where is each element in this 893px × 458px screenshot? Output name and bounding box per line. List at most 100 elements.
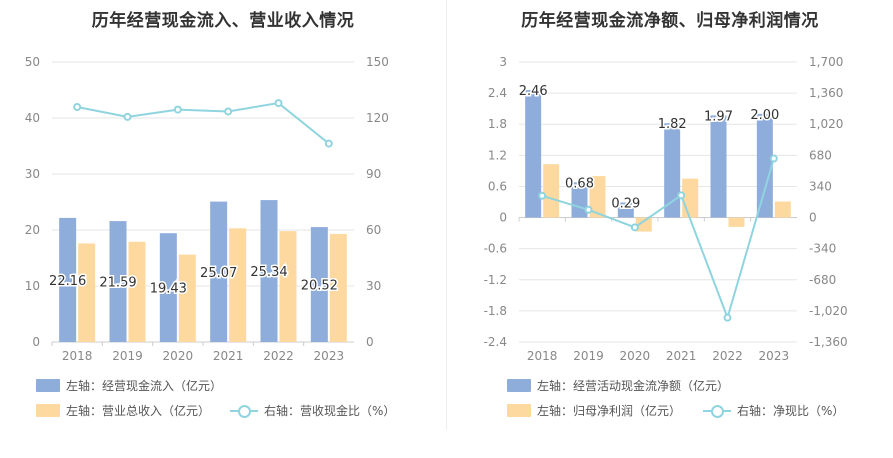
- bar-data-label: 19.43: [150, 282, 187, 297]
- legend-swatch: [36, 379, 60, 392]
- legend-item-net-cashflow[interactable]: 左轴：经营活动现金流净额（亿元）: [507, 377, 729, 394]
- line-point: [73, 102, 82, 111]
- category-label: 2020: [620, 349, 651, 363]
- left-axis-tick-label: 1.2: [488, 148, 507, 162]
- legend-label: 左轴：经营活动现金流净额（亿元）: [537, 379, 730, 393]
- legend-item-ratio[interactable]: 右轴：净现比（%）: [703, 402, 844, 419]
- bar-secondary: [589, 176, 606, 218]
- legend-label: 右轴：营收现金比（%）: [264, 404, 396, 418]
- left-axis-tick-label: 1.8: [488, 117, 507, 131]
- left-axis-tick-label: -0.6: [484, 242, 507, 256]
- legend-label: 右轴：净现比（%）: [737, 404, 845, 418]
- right-axis-tick-label: -1,360: [809, 335, 848, 349]
- chart-panel-netcash-profit: 历年经营现金流净额、归母净利润情况 -2.4 -1.8 -1.2 -0.6 0 0.6 1.…: [447, 0, 893, 458]
- right-axis-tick-label: 150: [366, 55, 389, 69]
- right-axis-tick-label: 680: [809, 148, 832, 162]
- right-axis-tick-label: -680: [809, 273, 836, 287]
- bar-primary: [260, 200, 278, 342]
- left-axis-tick-label: 50: [25, 55, 40, 69]
- bar-primary: [109, 221, 127, 342]
- category-label: 2021: [666, 349, 697, 363]
- bar-secondary: [128, 241, 146, 342]
- bar-secondary: [635, 217, 652, 232]
- line-point: [630, 223, 639, 232]
- legend-item-ratio[interactable]: 右轴：营收现金比（%）: [230, 402, 395, 419]
- category-label: 2018: [62, 349, 93, 363]
- legend-line-icon: [703, 404, 731, 418]
- left-axis-tick-label: -2.4: [484, 335, 507, 349]
- right-axis-tick-label: 30: [366, 279, 381, 293]
- legend-swatch: [507, 404, 531, 417]
- line-point: [173, 105, 182, 114]
- bar-secondary: [279, 231, 297, 342]
- chart-title: 历年经营现金流入、营业收入情况: [91, 11, 355, 31]
- bar-secondary: [728, 217, 745, 227]
- bar-secondary: [178, 254, 196, 342]
- line-point: [584, 205, 593, 214]
- bar-primary: [59, 217, 77, 342]
- chart-svg: 0 10 20 30 40 50 0 30 60 90 120 150 2018 2019 2020 2021…: [25, 55, 389, 363]
- bar-secondary: [774, 201, 791, 218]
- left-axis-tick-label: 30: [25, 167, 40, 181]
- line-series: [76, 102, 330, 145]
- right-axis-tick-label: 340: [809, 179, 832, 193]
- bar-data-label: 25.34: [250, 265, 287, 280]
- bar-secondary: [78, 243, 96, 342]
- chart-svg: -2.4 -1.8 -1.2 -0.6 0 0.6 1.2 1.8 2.4 3 -1,360 -1,0…: [484, 55, 848, 363]
- line-series: [541, 158, 775, 321]
- bar-data-label: 2.46: [519, 84, 548, 99]
- right-axis-tick-label: 1,360: [809, 86, 843, 100]
- legend-swatch: [507, 379, 531, 392]
- bar-primary: [310, 227, 328, 342]
- right-axis-tick-label: 60: [366, 223, 381, 237]
- bar-secondary: [229, 228, 247, 342]
- bar-secondary: [682, 178, 699, 218]
- bar-secondary: [329, 233, 347, 342]
- bar-data-label: 2.00: [750, 108, 779, 123]
- bar-data-label: 22.16: [49, 274, 86, 289]
- category-label: 2018: [527, 349, 558, 363]
- chart-panel-cashflow-revenue: 历年经营现金流入、营业收入情况 0 10 20 30 40 50 0 30 60 90 120 150…: [0, 0, 446, 458]
- legend-swatch: [36, 404, 60, 417]
- bar-primary: [210, 201, 228, 342]
- left-axis-tick-label: -1.2: [484, 273, 507, 287]
- right-axis-tick-label: 1,020: [809, 117, 843, 131]
- legend-label: 左轴：营业总收入（亿元）: [66, 404, 211, 418]
- category-label: 2019: [112, 349, 143, 363]
- left-axis-tick-label: 0: [32, 335, 40, 349]
- right-axis-tick-label: 90: [366, 167, 381, 181]
- category-label: 2019: [573, 349, 604, 363]
- legend-label: 左轴：归母净利润（亿元）: [537, 404, 682, 418]
- legend-item-cash-inflow[interactable]: 左轴：经营现金流入（亿元）: [36, 377, 222, 394]
- bar-secondary: [543, 164, 560, 218]
- right-axis-tick-label: 1,700: [809, 55, 843, 69]
- right-axis-tick-label: -1,020: [809, 304, 848, 318]
- bar-data-label: 0.68: [565, 176, 594, 191]
- line-point: [324, 139, 333, 148]
- bar-primary: [710, 115, 727, 218]
- legend-item-revenue[interactable]: 左轴：营业总收入（亿元）: [36, 402, 210, 419]
- line-point: [274, 99, 283, 108]
- category-label: 2022: [263, 349, 294, 363]
- legend-item-net-profit[interactable]: 左轴：归母净利润（亿元）: [507, 402, 681, 419]
- left-axis-tick-label: 10: [25, 279, 40, 293]
- chart-title: 历年经营现金流净额、归母净利润情况: [521, 11, 819, 31]
- category-label: 2023: [314, 349, 345, 363]
- left-axis-tick-label: 20: [25, 223, 40, 237]
- left-axis-tick-label: 0: [499, 211, 507, 225]
- category-label: 2023: [759, 349, 790, 363]
- bar-data-label: 1.97: [704, 109, 733, 124]
- line-point: [769, 154, 778, 163]
- bar-data-label: 25.07: [200, 266, 237, 281]
- left-axis-tick-label: 2.4: [488, 86, 507, 100]
- line-point: [538, 191, 547, 200]
- line-point: [224, 107, 233, 116]
- panel-divider: [446, 0, 447, 430]
- line-point: [677, 191, 686, 200]
- left-axis-tick-label: -1.8: [484, 304, 507, 318]
- bar-primary: [525, 90, 542, 218]
- legend-label: 左轴：经营现金流入（亿元）: [66, 379, 223, 393]
- legend-line-icon: [230, 404, 258, 418]
- bar-data-label: 1.82: [658, 117, 687, 132]
- left-axis-tick-label: 0.6: [488, 179, 507, 193]
